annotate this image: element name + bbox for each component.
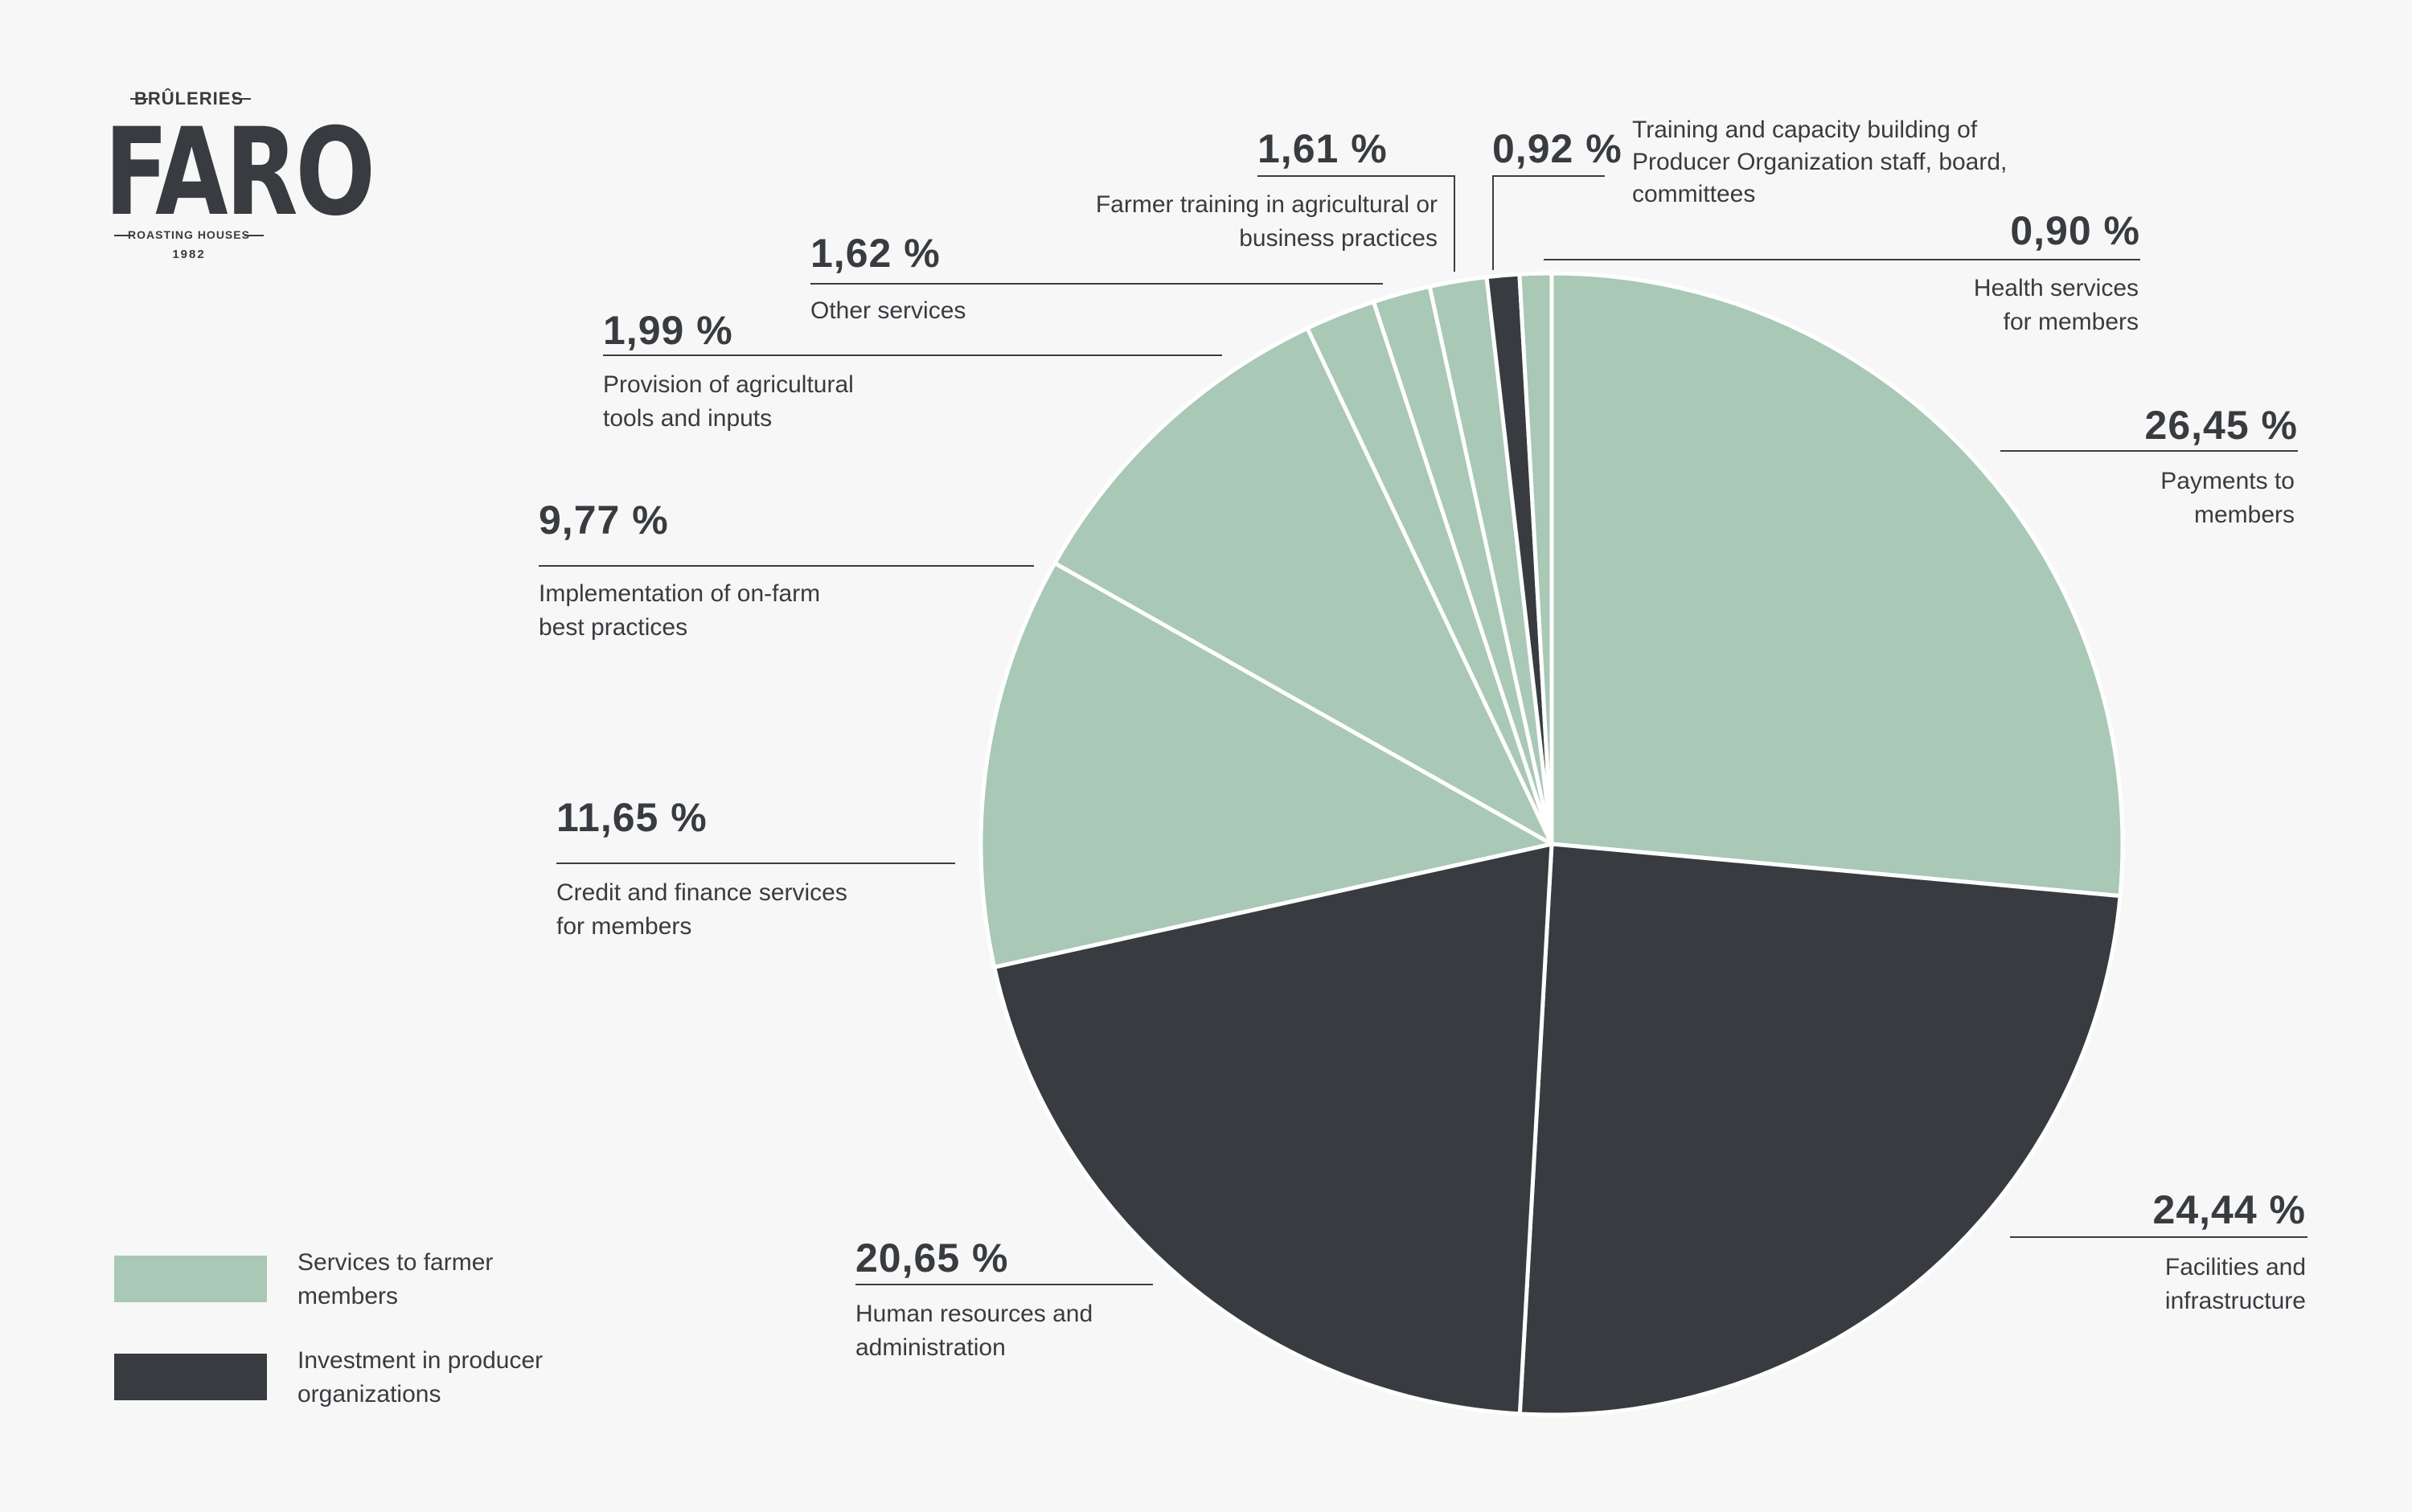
slice-label-facilities-l1: Facilities and <box>2164 1254 2306 1280</box>
leader-payments <box>2000 450 2298 452</box>
slice-pct-implementation: 9,77 % <box>539 498 669 543</box>
slice-pct-farmer-training: 1,61 % <box>1257 126 1388 171</box>
slice-label-implementation-l2: best practices <box>539 614 688 641</box>
slice-pct-health: 0,90 % <box>2010 208 2140 253</box>
slice-label-credit-l2: for members <box>556 913 692 940</box>
slice-label-health-l1: Health services <box>1973 275 2139 301</box>
legend-swatch-services <box>114 1256 267 1302</box>
leader-other <box>810 283 1383 285</box>
slice-pct-payments: 26,45 % <box>2144 403 2298 448</box>
slice-label-provision-l1: Provision of agricultural <box>603 371 854 398</box>
leader-implementation <box>539 565 1034 567</box>
logo-year: 1982 <box>172 248 206 261</box>
leader-facilities <box>2010 1236 2307 1238</box>
slice-label-payments: Payments to members <box>2160 465 2295 532</box>
pie-slice-0 <box>1549 271 2125 899</box>
slice-pct-other: 1,62 % <box>810 231 941 276</box>
slice-label-capacity-l2: Producer Organization staff, board, <box>1632 149 2008 175</box>
slice-label-provision: Provision of agricultural tools and inpu… <box>603 368 854 436</box>
slice-label-farmer-training-l2: business practices <box>1239 225 1438 252</box>
slice-label-other-l1: Other services <box>810 297 966 324</box>
slice-pct-hr: 20,65 % <box>855 1235 1009 1280</box>
pie-slice-1 <box>1517 842 2123 1417</box>
pie-slice-9 <box>1517 271 1554 846</box>
slice-pct-credit: 11,65 % <box>556 795 708 840</box>
leader-capacity-v <box>1492 175 1494 270</box>
slice-pct-capacity: 0,92 % <box>1492 126 1622 171</box>
slice-label-implementation: Implementation of on-farm best practices <box>539 577 820 645</box>
leader-farmer-training-v <box>1454 175 1455 272</box>
slice-label-farmer-training: Farmer training in agricultural or busin… <box>1096 188 1438 256</box>
slice-label-facilities: Facilities and infrastructure <box>2165 1251 2306 1318</box>
slice-label-health: Health services for members <box>1974 272 2139 339</box>
pie-slice-3 <box>978 561 1554 969</box>
slice-label-payments-l2: members <box>2193 502 2295 528</box>
legend-label-investment-l2: organizations <box>297 1381 441 1408</box>
slice-label-facilities-l2: infrastructure <box>2164 1288 2306 1314</box>
legend-label-services-l2: members <box>297 1283 399 1309</box>
legend-label-services: Services to farmer members <box>297 1246 493 1313</box>
slice-pct-provision: 1,99 % <box>603 308 733 353</box>
pie-slice-4 <box>1052 326 1554 846</box>
slice-label-hr-l1: Human resources and <box>855 1301 1093 1327</box>
slice-label-implementation-l1: Implementation of on-farm <box>539 580 821 607</box>
leader-health <box>1544 259 2140 260</box>
logo-top-text: BRÛLERIES <box>133 88 244 109</box>
slice-label-health-l2: for members <box>2003 309 2139 335</box>
slice-label-payments-l1: Payments to <box>2160 468 2295 494</box>
slice-label-other: Other services <box>810 294 966 328</box>
leader-capacity-h <box>1492 175 1605 177</box>
leader-provision <box>603 354 1222 356</box>
slice-label-credit-l1: Credit and finance services <box>556 879 847 906</box>
slice-label-provision-l2: tools and inputs <box>603 405 773 432</box>
pie-slice-2 <box>992 842 1554 1416</box>
slice-label-capacity-l3: committees <box>1632 181 1756 207</box>
legend-label-services-l1: Services to farmer <box>297 1249 494 1276</box>
leader-hr <box>855 1284 1153 1285</box>
slice-label-hr-l2: administration <box>855 1334 1006 1361</box>
legend-swatch-investment <box>114 1354 267 1400</box>
leader-credit <box>556 863 955 864</box>
slice-label-farmer-training-l1: Farmer training in agricultural or <box>1095 191 1438 218</box>
slice-label-capacity-l1: Training and capacity building of <box>1632 117 1978 143</box>
slice-pct-facilities: 24,44 % <box>2152 1187 2306 1232</box>
slice-label-credit: Credit and finance services for members <box>556 876 847 944</box>
slice-label-hr: Human resources and administration <box>855 1297 1093 1365</box>
logo-sub-text: ROASTING HOUSES <box>128 228 250 241</box>
leader-farmer-training-h <box>1257 175 1455 177</box>
legend-label-investment-l1: Investment in producer <box>297 1347 544 1374</box>
slice-label-capacity: Training and capacity building of Produc… <box>1632 114 2007 211</box>
legend-label-investment: Investment in producer organizations <box>297 1344 543 1412</box>
